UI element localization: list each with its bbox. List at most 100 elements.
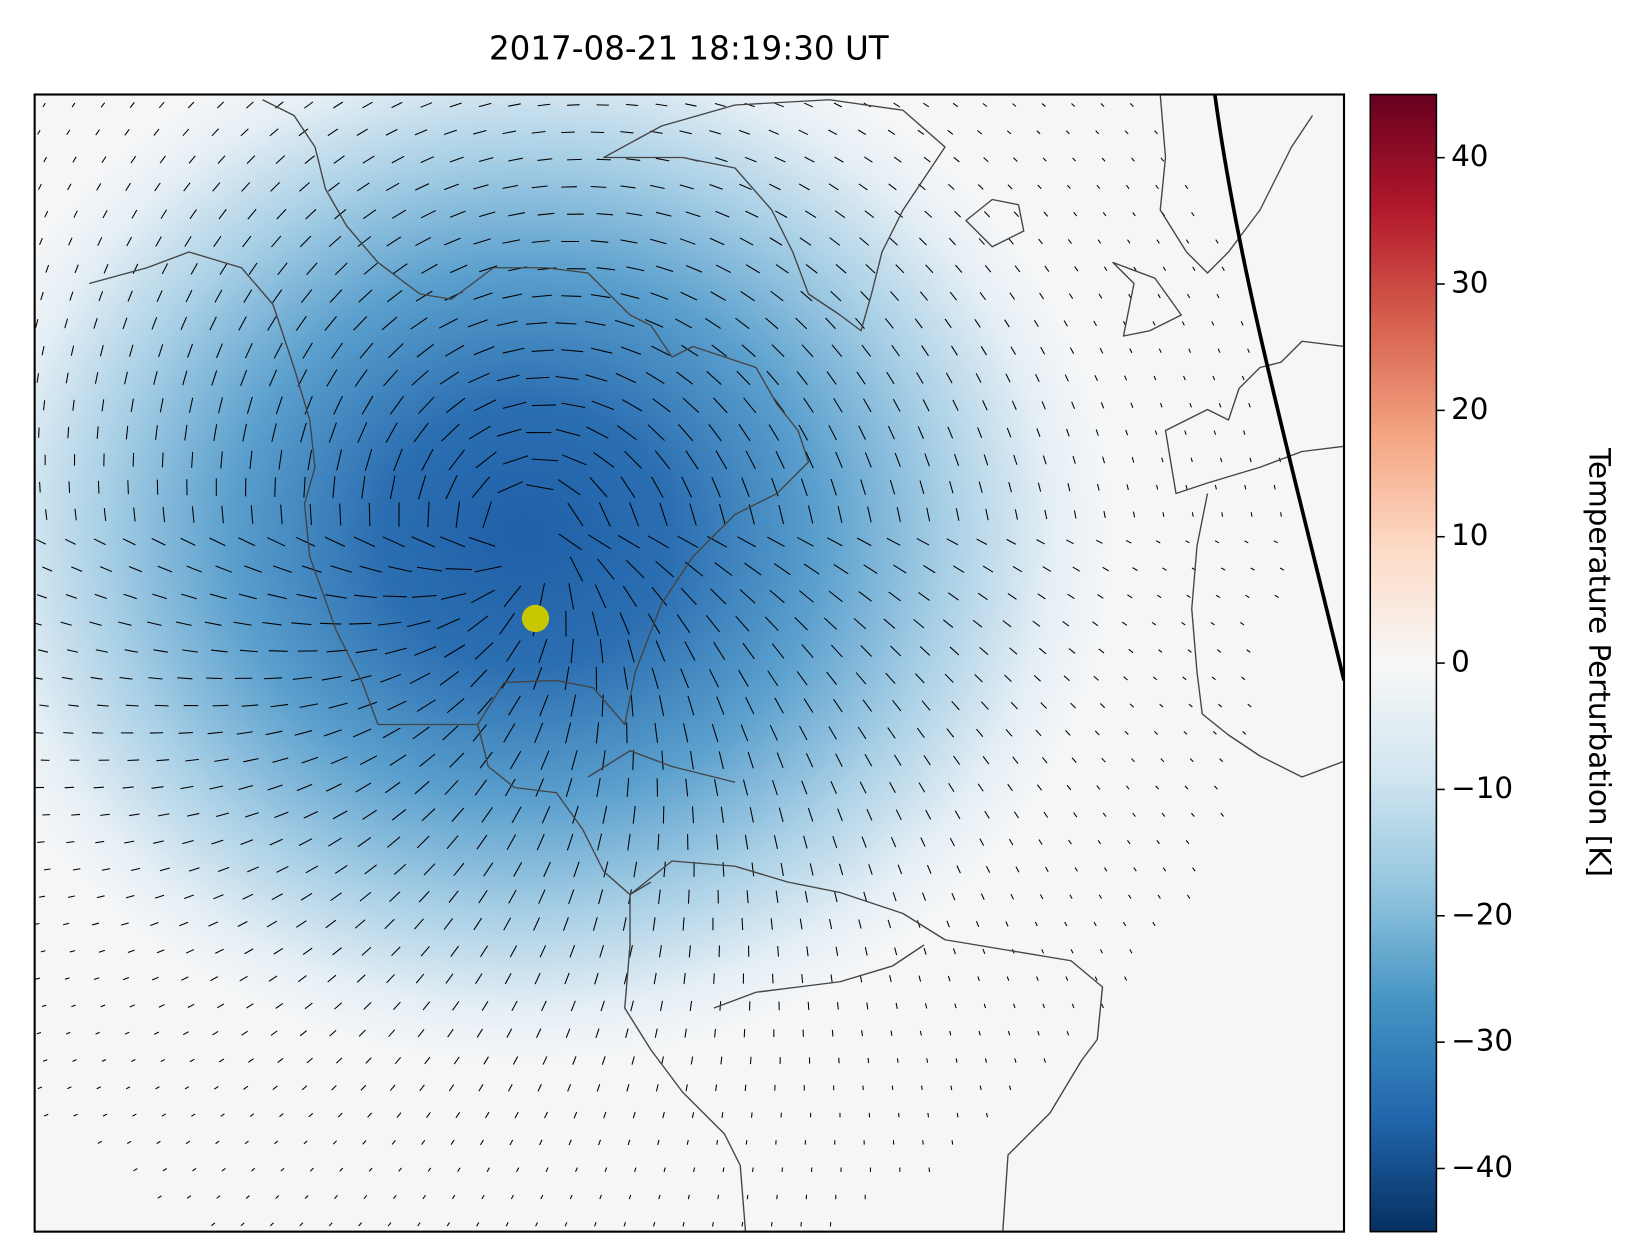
wind-vector	[513, 861, 523, 877]
wind-vector	[73, 210, 78, 218]
wind-vector	[833, 398, 843, 413]
wind-vector	[985, 865, 991, 873]
wind-vector	[830, 974, 833, 983]
wind-vector	[806, 946, 809, 957]
wind-vector	[416, 343, 434, 358]
wind-vector	[358, 289, 373, 303]
wind-vector	[860, 645, 873, 657]
wind-vector	[269, 128, 279, 137]
wind-vector	[739, 183, 752, 191]
wind-vector	[474, 779, 488, 796]
wind-vector	[304, 101, 314, 109]
wind-vector	[590, 185, 607, 188]
wind-vector	[182, 370, 188, 386]
wind-vector	[628, 1194, 632, 1200]
wind-vector	[417, 1029, 425, 1038]
wind-vector	[715, 157, 728, 163]
wind-vector	[37, 129, 41, 135]
wind-vector	[270, 182, 281, 192]
wind-vector	[945, 372, 953, 384]
wind-vector	[300, 422, 307, 443]
wind-vector	[361, 475, 366, 499]
wind-vector	[799, 590, 814, 603]
wind-vector	[277, 1057, 284, 1064]
wind-vector	[216, 343, 223, 359]
wind-vector	[601, 1056, 606, 1065]
wind-vector	[629, 944, 633, 958]
wind-vector	[947, 129, 954, 135]
wind-vector	[359, 891, 372, 902]
wind-vector	[712, 1222, 714, 1227]
wind-vector	[773, 835, 778, 850]
wind-vector	[215, 565, 232, 573]
wind-vector	[391, 809, 407, 821]
wind-vector	[496, 428, 522, 437]
wind-vector	[1219, 758, 1224, 763]
wind-vector	[741, 1222, 744, 1227]
wind-vector	[1101, 157, 1106, 162]
wind-vector	[537, 212, 555, 216]
wind-vector	[502, 239, 521, 244]
wind-vector	[419, 753, 436, 767]
wind-vector	[275, 1195, 280, 1199]
wind-vector	[952, 948, 956, 955]
wind-vector	[66, 841, 75, 844]
wind-vector	[474, 642, 494, 660]
wind-vector	[716, 1140, 719, 1145]
wind-vector	[156, 290, 163, 302]
wind-vector	[468, 425, 491, 440]
wind-vector	[43, 868, 51, 871]
wind-vector	[833, 563, 849, 575]
wind-vector	[722, 1167, 725, 1172]
wind-vector	[382, 536, 406, 548]
wind-vector	[620, 346, 642, 355]
wind-vector	[809, 863, 814, 876]
wind-vector	[97, 704, 109, 707]
wind-vector	[651, 667, 659, 689]
wind-vector	[161, 1113, 166, 1117]
wind-vector	[1240, 321, 1244, 326]
wind-vector	[890, 291, 900, 302]
wind-vector	[1040, 702, 1047, 709]
wind-vector	[716, 696, 725, 715]
wind-vector	[596, 777, 601, 798]
wind-vector	[1157, 894, 1161, 899]
wind-vector	[184, 894, 194, 899]
wind-vector	[796, 536, 814, 547]
wind-vector	[625, 103, 639, 107]
wind-vector	[380, 673, 402, 683]
wind-vector	[949, 1030, 952, 1036]
wind-vector	[1132, 511, 1136, 518]
wind-vector	[947, 592, 959, 601]
wind-vector	[34, 732, 44, 734]
wind-vector	[280, 504, 283, 525]
wind-vector	[663, 1167, 666, 1172]
wind-vector	[953, 755, 961, 765]
wind-vector	[1211, 321, 1215, 326]
wind-vector	[296, 783, 313, 792]
wind-vector	[1133, 266, 1137, 271]
wind-vector	[70, 345, 75, 356]
wind-vector	[94, 593, 107, 599]
wind-vector	[739, 589, 756, 604]
wind-vector	[191, 1113, 196, 1117]
wind-vector	[305, 865, 319, 874]
wind-vector	[1005, 921, 1009, 927]
wind-vector	[158, 813, 170, 817]
wind-vector	[950, 345, 958, 356]
wind-vector	[946, 728, 955, 738]
wind-vector	[568, 1139, 572, 1146]
wind-vector	[509, 751, 522, 770]
wind-vector	[656, 265, 674, 273]
wind-vector	[569, 1194, 573, 1200]
wind-vector	[43, 400, 46, 411]
wind-vector	[863, 891, 868, 902]
wind-vector	[684, 641, 696, 661]
wind-vector	[714, 103, 726, 107]
wind-vector	[1010, 701, 1018, 710]
wind-vector	[979, 646, 989, 656]
wind-vector	[211, 1222, 216, 1227]
wind-vector	[71, 102, 76, 108]
wind-vector	[420, 156, 435, 163]
wind-vector	[952, 565, 965, 573]
